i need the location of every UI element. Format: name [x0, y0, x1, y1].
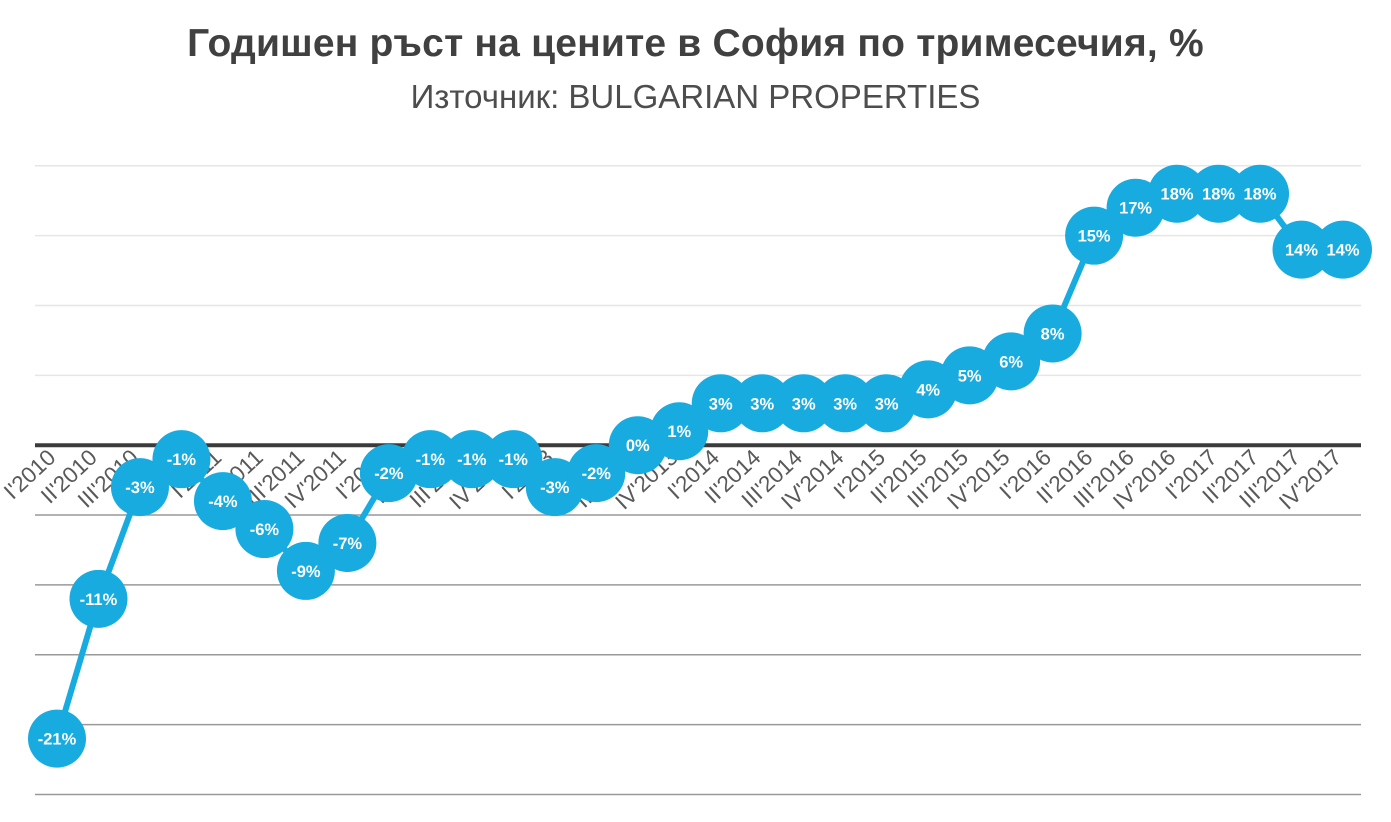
svg-text:-9%: -9%: [291, 563, 321, 581]
svg-text:3%: 3%: [792, 395, 816, 413]
svg-text:18%: 18%: [1244, 186, 1277, 204]
svg-text:6%: 6%: [999, 353, 1023, 371]
svg-text:-1%: -1%: [416, 451, 446, 469]
svg-text:17%: 17%: [1119, 200, 1152, 218]
svg-text:-1%: -1%: [457, 451, 487, 469]
svg-text:-3%: -3%: [125, 479, 155, 497]
svg-text:-3%: -3%: [540, 479, 570, 497]
svg-text:4%: 4%: [916, 381, 940, 399]
svg-text:-1%: -1%: [167, 451, 197, 469]
svg-text:8%: 8%: [1041, 325, 1065, 343]
svg-text:3%: 3%: [750, 395, 774, 413]
svg-text:18%: 18%: [1202, 186, 1235, 204]
svg-text:15%: 15%: [1078, 228, 1111, 246]
svg-text:18%: 18%: [1161, 186, 1194, 204]
svg-text:-4%: -4%: [208, 493, 238, 511]
svg-text:14%: 14%: [1326, 242, 1359, 260]
svg-text:0%: 0%: [626, 437, 650, 455]
svg-text:-11%: -11%: [80, 591, 118, 609]
svg-text:3%: 3%: [709, 395, 733, 413]
svg-text:1%: 1%: [667, 423, 691, 441]
svg-text:5%: 5%: [958, 367, 982, 385]
svg-text:-6%: -6%: [250, 521, 280, 539]
svg-text:-2%: -2%: [374, 465, 404, 483]
svg-text:3%: 3%: [875, 395, 899, 413]
svg-text:-7%: -7%: [333, 535, 363, 553]
svg-text:3%: 3%: [833, 395, 857, 413]
svg-text:14%: 14%: [1285, 242, 1318, 260]
svg-text:-2%: -2%: [582, 465, 612, 483]
svg-text:-21%: -21%: [38, 731, 77, 749]
svg-text:-1%: -1%: [499, 451, 529, 469]
